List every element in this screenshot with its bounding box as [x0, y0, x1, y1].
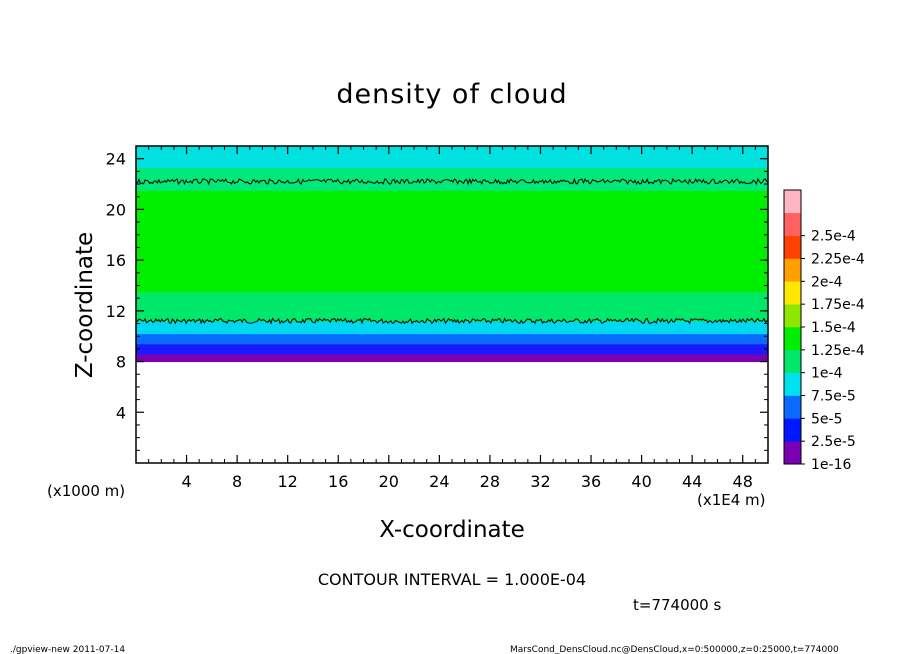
x-tick-label: 20	[379, 472, 399, 491]
colorbar-label: 1.75e-4	[811, 297, 865, 313]
x-tick-label: 48	[733, 472, 753, 491]
y-axis-label: Z-coordinate	[72, 232, 98, 378]
colorbar-label: 2e-4	[811, 274, 843, 290]
colorbar-label: 2.5e-4	[811, 229, 856, 245]
contour-lines	[136, 177, 768, 325]
x-axis-label: X-coordinate	[379, 517, 525, 543]
y-tick-label: 12	[106, 302, 126, 321]
y-axis-ticks: 4 8 12 16 20 24	[106, 150, 768, 451]
colorbar-label: 1.5e-4	[811, 320, 856, 336]
colorbar-swatch	[784, 190, 801, 214]
x-tick-label: 8	[232, 472, 242, 491]
colorbar-swatch	[784, 281, 801, 305]
footer-right: MarsCond_DensCloud.nc@DensCloud,x=0:5000…	[510, 645, 839, 654]
x-tick-label: 36	[581, 472, 601, 491]
colorbar-swatch	[784, 372, 801, 396]
x-tick-label: 40	[631, 472, 651, 491]
footer-left: ./gpview-new 2011-07-14	[10, 645, 125, 654]
x-tick-label: 32	[530, 472, 550, 491]
x-axis-unit: (x1E4 m)	[697, 491, 766, 509]
field-band-0	[136, 361, 768, 463]
colorbar-label: 1e-16	[811, 457, 851, 473]
y-tick-label: 20	[106, 200, 126, 219]
colorbar-swatch	[784, 395, 801, 419]
y-tick-label: 16	[106, 251, 126, 270]
colorbar-label: 2.25e-4	[811, 252, 865, 268]
colorbar-swatch	[784, 441, 801, 465]
field-band-1	[136, 353, 768, 363]
y-tick-label: 4	[116, 403, 126, 422]
colorbar-label: 7.5e-5	[811, 389, 856, 405]
field-band-2	[136, 343, 768, 355]
colorbar-swatch	[784, 327, 801, 351]
colorbar-label: 5e-5	[811, 411, 842, 427]
chart-title: density of cloud	[336, 79, 567, 110]
field-band-5	[136, 291, 768, 322]
contour-line-1	[136, 177, 768, 186]
field-band-3	[136, 333, 768, 345]
x-tick-label: 4	[181, 472, 191, 491]
contour-interval-label: CONTOUR INTERVAL = 1.000E-04	[318, 570, 586, 589]
colorbar-swatch	[784, 258, 801, 282]
colorbar-label: 1e-4	[811, 366, 843, 382]
y-tick-label: 24	[106, 150, 126, 169]
colorbar-swatch	[784, 235, 801, 259]
x-tick-label: 44	[682, 472, 702, 491]
colorbar-label: 1.25e-4	[811, 343, 865, 359]
colorbar-label: 2.5e-5	[811, 434, 856, 450]
colorbar-swatch	[784, 304, 801, 328]
y-tick-label: 8	[116, 353, 126, 372]
x-tick-label: 24	[429, 472, 449, 491]
time-label: t=774000 s	[633, 596, 721, 614]
colorbar: 1e-16 2.5e-5 5e-5 7.5e-5 1e-4 1.25e-4 1.5e-4 1.…	[783, 189, 865, 473]
colorbar-swatch	[784, 349, 801, 373]
field-band-7	[136, 167, 768, 191]
field-band-8	[136, 146, 768, 169]
x-tick-label: 28	[480, 472, 500, 491]
colorbar-swatch	[784, 212, 801, 236]
density-field	[136, 146, 768, 463]
x-tick-label: 16	[328, 472, 348, 491]
y-axis-unit: (x1000 m)	[47, 482, 125, 500]
x-axis-ticks: 4 8 12 16 20 24 28 32 36 40 44 48	[148, 146, 756, 491]
field-band-4	[136, 320, 768, 335]
x-tick-label: 12	[278, 472, 298, 491]
field-band-6	[136, 190, 768, 293]
colorbar-swatch	[784, 418, 801, 442]
contour-line-0	[136, 317, 768, 325]
